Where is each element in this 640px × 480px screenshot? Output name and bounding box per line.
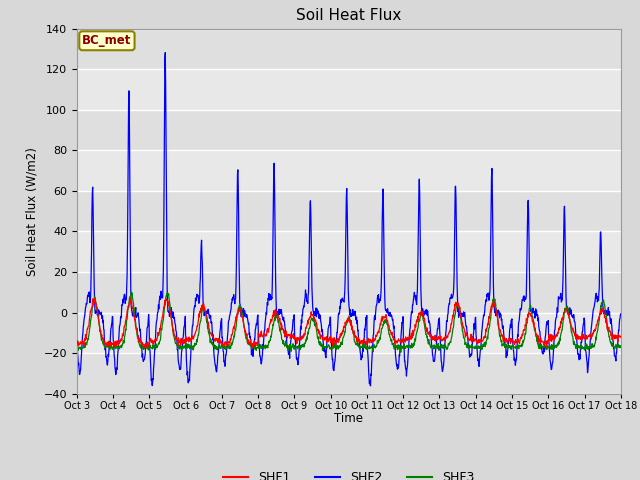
Bar	[77, 353, 621, 394]
Bar	[77, 110, 621, 150]
SHF3	[255, 342, 263, 348]
SHF3	[617, 343, 625, 349]
X-axis label: Time: Time	[334, 412, 364, 425]
SHF1	[141, 345, 149, 351]
SHF1	[195, 317, 202, 323]
SHF2	[505, 338, 513, 344]
SHF1	[553, 333, 561, 339]
Line: SHF2: SHF2	[77, 53, 621, 386]
SHF2	[181, 320, 189, 325]
SHF2	[617, 311, 625, 317]
SHF3	[505, 343, 513, 348]
Line: SHF1: SHF1	[77, 298, 621, 348]
SHF2	[434, 326, 442, 332]
SHF3	[434, 346, 442, 351]
SHF3	[553, 344, 561, 349]
Y-axis label: Soil Heat Flux (W/m2): Soil Heat Flux (W/m2)	[25, 147, 38, 276]
SHF1	[127, 295, 134, 301]
SHF3	[127, 289, 135, 295]
SHF2	[195, 293, 202, 299]
SHF2	[553, 309, 561, 315]
SHF3	[181, 343, 189, 348]
SHF3	[73, 342, 81, 348]
Title: Soil Heat Flux: Soil Heat Flux	[296, 9, 401, 24]
SHF2	[255, 343, 263, 349]
Line: SHF3: SHF3	[77, 292, 621, 352]
SHF2	[161, 50, 169, 56]
Bar	[77, 29, 621, 69]
SHF1	[182, 340, 189, 346]
SHF1	[434, 336, 442, 342]
SHF1	[617, 334, 625, 340]
Text: BC_met: BC_met	[82, 34, 132, 47]
SHF1	[505, 336, 513, 341]
SHF3	[195, 332, 202, 338]
SHF2	[367, 383, 374, 389]
Bar	[77, 272, 621, 312]
SHF3	[397, 349, 404, 355]
Legend: SHF1, SHF2, SHF3: SHF1, SHF2, SHF3	[218, 467, 480, 480]
SHF2	[73, 336, 81, 342]
SHF1	[73, 341, 81, 347]
SHF1	[255, 332, 263, 338]
Bar	[77, 191, 621, 231]
